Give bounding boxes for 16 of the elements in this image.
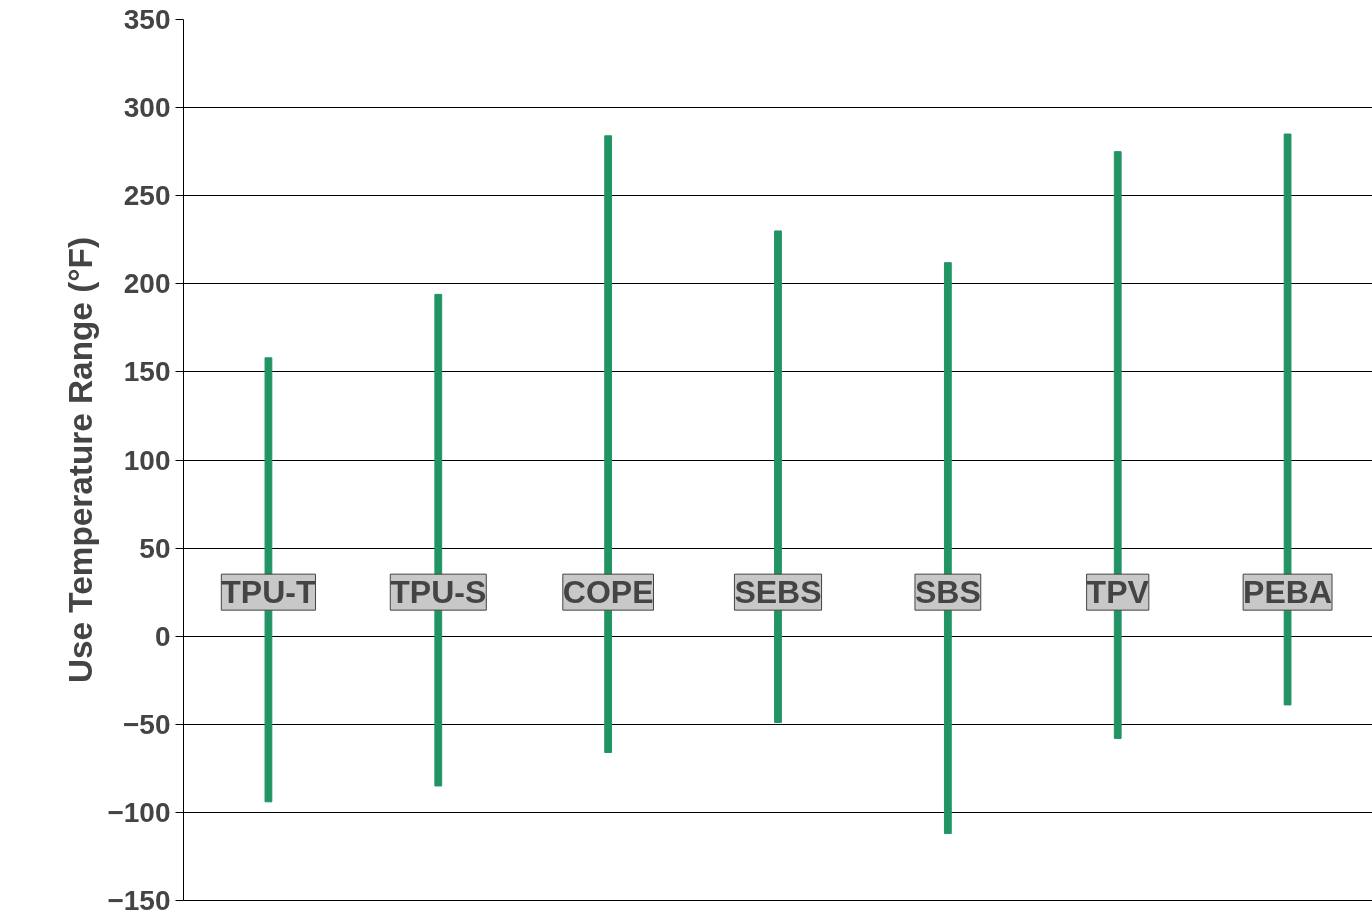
x-tick-label: PEBA [1243,574,1333,611]
y-tick-label: 150 [123,356,171,388]
x-tick-label: COPE [562,574,654,611]
y-tick-label: 100 [123,444,171,476]
y-tick-label: 300 [123,92,171,124]
y-tick-label: −150 [107,885,171,916]
x-tick-label: SBS [914,574,981,611]
y-tick-label: 200 [123,268,171,300]
y-tick-label: 0 [154,620,171,652]
x-tick-label: SEBS [734,574,822,611]
y-tick-label: −100 [107,796,171,828]
y-axis-title: Use Temperature Range (°F) [62,236,100,684]
y-tick-label: 250 [123,180,171,212]
y-tick-label: 350 [123,4,171,35]
y-tick-label: 50 [139,532,171,564]
y-tick-label: −50 [123,708,171,740]
